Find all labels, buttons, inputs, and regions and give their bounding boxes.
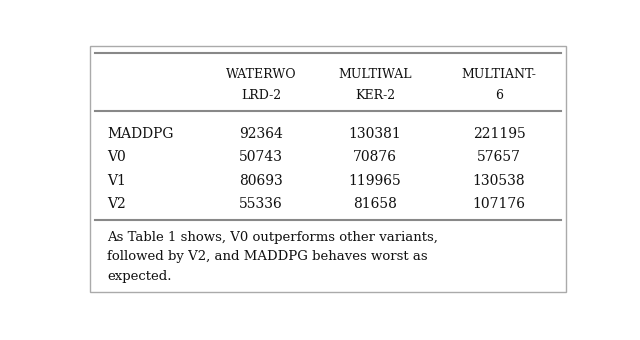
Text: followed by V2, and MADDPG behaves worst as: followed by V2, and MADDPG behaves worst… [108, 250, 428, 263]
Text: WATERWO: WATERWO [226, 68, 296, 81]
Text: LRD-2: LRD-2 [241, 89, 281, 102]
Text: 81658: 81658 [353, 198, 397, 211]
Text: 119965: 119965 [349, 174, 401, 188]
Text: 57657: 57657 [477, 150, 521, 164]
Text: 92364: 92364 [239, 127, 283, 141]
Text: expected.: expected. [108, 270, 172, 283]
Text: V2: V2 [108, 198, 126, 211]
Text: 6: 6 [495, 89, 503, 102]
Text: 107176: 107176 [472, 198, 525, 211]
Text: MULTIWAL: MULTIWAL [339, 68, 412, 81]
Text: MULTIANT-: MULTIANT- [461, 68, 536, 81]
Text: 130538: 130538 [473, 174, 525, 188]
Text: 80693: 80693 [239, 174, 283, 188]
Text: 130381: 130381 [349, 127, 401, 141]
Text: 70876: 70876 [353, 150, 397, 164]
Text: As Table 1 shows, V0 outperforms other variants,: As Table 1 shows, V0 outperforms other v… [108, 231, 438, 244]
Text: KER-2: KER-2 [355, 89, 395, 102]
Text: MADDPG: MADDPG [108, 127, 174, 141]
Text: 221195: 221195 [473, 127, 525, 141]
Text: V1: V1 [108, 174, 126, 188]
Text: 55336: 55336 [239, 198, 283, 211]
Text: V0: V0 [108, 150, 126, 164]
Text: 50743: 50743 [239, 150, 283, 164]
